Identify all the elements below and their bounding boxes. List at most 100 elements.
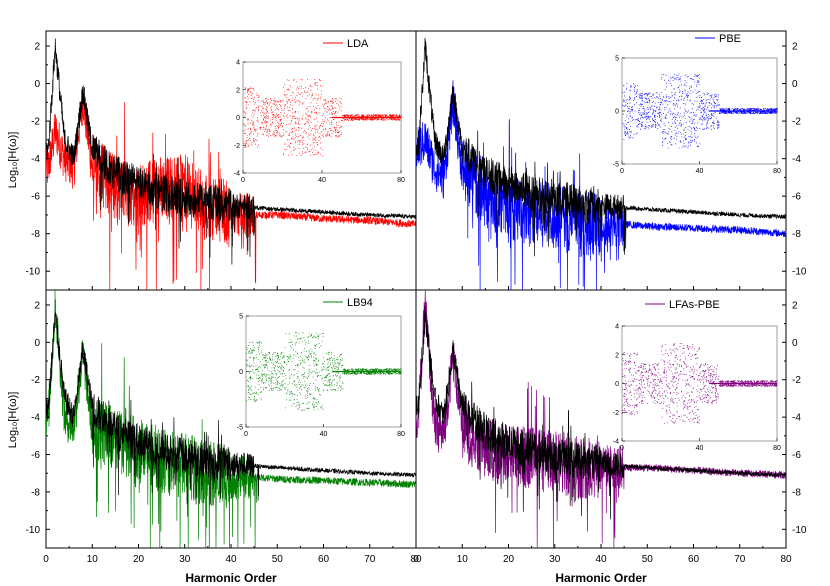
- y-tick-label: -8: [31, 229, 40, 240]
- y-tick-label: 2: [792, 300, 798, 311]
- panel-top-left: LDA 0 40 80 4 2 0 -2 -4: [45, 30, 417, 291]
- y-tick-label: 2: [34, 300, 40, 311]
- inset-xtick-label: 40: [696, 445, 704, 452]
- y-tick-label: -8: [792, 487, 801, 498]
- inset-xtick-label: 40: [320, 431, 328, 438]
- y-tick-label: -10: [792, 267, 807, 278]
- y-tick-label: -6: [31, 192, 40, 203]
- series-line-reference: [416, 305, 786, 520]
- x-tick-label: 0: [43, 554, 49, 565]
- series-line-reference: [416, 37, 786, 262]
- axes-top-left: 2 0 -2 -4 -6 -8 -10: [26, 42, 417, 291]
- inset-xtick-label: 80: [773, 168, 781, 175]
- y-tick-label: -2: [31, 375, 40, 386]
- inset-ytick-label: -2: [613, 410, 619, 417]
- panel-bottom-right: LFAs-PBE 0 40 80 4 2 0 -2 -4: [415, 289, 787, 549]
- legend-label: PBE: [719, 33, 741, 45]
- y-tick-label: 0: [34, 338, 40, 349]
- x-tick-label: 10: [87, 554, 99, 565]
- x-axis-label-left: Harmonic Order: [185, 571, 277, 585]
- legend-label: LDA: [347, 38, 369, 50]
- inset-ytick-label: -2: [234, 143, 240, 150]
- inset-xtick-label: 0: [620, 168, 624, 175]
- inset-ytick-label: 0: [236, 115, 240, 122]
- x-tick-label: 50: [272, 554, 284, 565]
- legend-label: LFAs-PBE: [669, 299, 720, 311]
- inset-ytick-label: -5: [613, 162, 619, 169]
- inset-xtick-label: 40: [696, 168, 704, 175]
- inset-ytick-label: 4: [615, 324, 619, 331]
- y-axis-label-top: Log₁₀[H(ω)]: [7, 132, 19, 189]
- x-tick-label: 70: [364, 554, 376, 565]
- y-tick-label: -2: [31, 117, 40, 128]
- axes-bottom-right: 20-2-4-6-8-100 10 20 30 40 50 60 70 80: [413, 300, 807, 565]
- y-tick-label: -4: [31, 413, 40, 424]
- inset-ytick-label: 5: [615, 56, 619, 63]
- inset-xtick-label: 80: [397, 431, 405, 438]
- x-tick-label: 60: [688, 554, 700, 565]
- y-tick-label: 0: [34, 79, 40, 90]
- y-tick-label: 0: [792, 338, 798, 349]
- x-axis-label-right: Harmonic Order: [555, 571, 647, 585]
- y-axis-label-bottom: Log₁₀[H(ω)]: [7, 392, 19, 449]
- x-tick-label: 0: [413, 554, 419, 565]
- legend-label: LB94: [347, 297, 373, 309]
- x-tick-label: 30: [179, 554, 191, 565]
- inset-ytick-label: 2: [236, 87, 240, 94]
- x-tick-label: 50: [642, 554, 654, 565]
- y-tick-label: -2: [792, 375, 801, 386]
- y-tick-label: -10: [792, 525, 807, 536]
- inset-plot: 0 40 80 4 2 0 -2 -4: [613, 324, 781, 453]
- axes-layer: 20-2-4-6-8-1020-2-4-6-8-1020-2-4-6-8-100…: [26, 42, 807, 565]
- y-tick-label: -4: [792, 154, 801, 165]
- inset-ytick-label: 0: [615, 109, 619, 116]
- inset-ytick-label: 5: [239, 314, 243, 321]
- x-tick-label: 70: [734, 554, 746, 565]
- x-tick-label: 60: [318, 554, 330, 565]
- inset-ytick-label: -5: [237, 425, 243, 432]
- inset-xtick-label: 80: [773, 445, 781, 452]
- x-tick-label: 30: [549, 554, 561, 565]
- x-tick-label: 80: [410, 554, 422, 565]
- y-tick-label: -10: [26, 525, 41, 536]
- y-tick-label: -2: [792, 117, 801, 128]
- inset-xtick-label: 0: [241, 177, 245, 184]
- y-tick-label: -8: [31, 487, 40, 498]
- inset-xtick-label: 0: [620, 445, 624, 452]
- y-tick-label: -6: [792, 450, 801, 461]
- y-tick-label: 2: [34, 42, 40, 53]
- inset-xtick-label: 0: [244, 431, 248, 438]
- y-tick-label: 0: [792, 79, 798, 90]
- y-tick-label: -6: [792, 192, 801, 203]
- y-tick-label: -4: [31, 154, 40, 165]
- x-tick-label: 40: [225, 554, 237, 565]
- axes-bottom-left: 20-2-4-6-8-100 10 20 30 40 50 60 70 80: [26, 300, 422, 565]
- inset-plot: 0 40 80 4 2 0 -2 -4: [234, 60, 405, 185]
- inset-ytick-label: -4: [234, 171, 240, 178]
- inset-xtick-label: 80: [397, 177, 405, 184]
- series-line-reference: [46, 312, 416, 505]
- inset-ytick-label: 0: [615, 381, 619, 388]
- x-tick-label: 10: [457, 554, 469, 565]
- x-tick-label: 80: [780, 554, 792, 565]
- inset-ytick-label: 4: [236, 60, 240, 67]
- y-tick-label: -8: [792, 229, 801, 240]
- y-tick-label: -4: [792, 413, 801, 424]
- y-tick-label: -6: [31, 450, 40, 461]
- x-tick-label: 40: [595, 554, 607, 565]
- y-tick-label: 2: [792, 42, 798, 53]
- inset-ytick-label: 0: [239, 369, 243, 376]
- x-tick-label: 20: [133, 554, 145, 565]
- series-line-reference: [46, 38, 416, 265]
- x-tick-label: 20: [503, 554, 515, 565]
- inset-scatter: [243, 78, 402, 157]
- axes-top-right: 2 0 -2 -4 -6 -8 -10: [415, 42, 807, 291]
- y-tick-label: -10: [26, 267, 41, 278]
- inset-ytick-label: 2: [615, 352, 619, 359]
